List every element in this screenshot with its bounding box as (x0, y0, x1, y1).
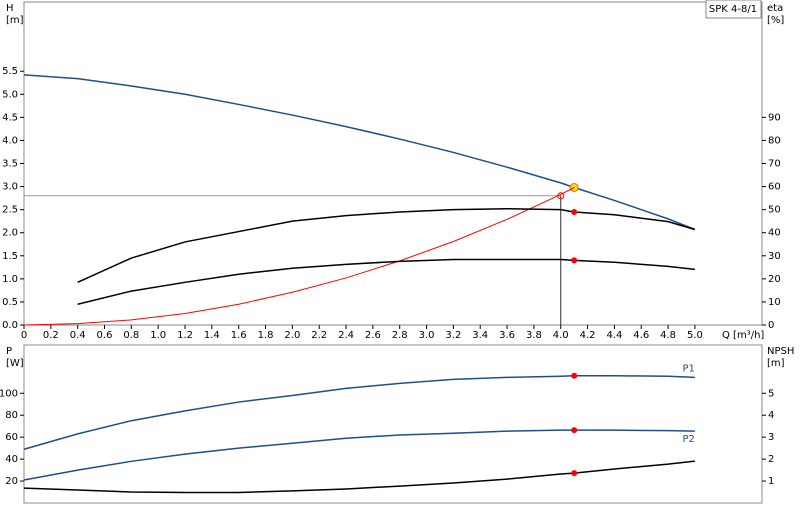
x-tick-label: 0.6 (97, 330, 113, 341)
y-tick-label: 1.0 (2, 274, 18, 285)
x-tick-label: 0.2 (43, 330, 59, 341)
y-tick-label: 2.5 (2, 205, 18, 216)
x-tick-label: 0.4 (70, 330, 86, 341)
x-tick-label: 3.0 (419, 330, 435, 341)
x-tick-label: 4.0 (553, 330, 569, 341)
x-tick-label: 1.8 (258, 330, 274, 341)
legend-box (705, 0, 762, 19)
operating-point-marker (571, 372, 578, 379)
y-tick-label: 5.5 (2, 66, 18, 77)
series-line (77, 207, 696, 284)
y-axis-label: P (6, 346, 12, 357)
x-tick-label: 2.6 (365, 330, 381, 341)
x-tick-label: 2.2 (311, 330, 327, 341)
y2-tick-label: 5 (768, 388, 774, 399)
y2-tick-label: 30 (768, 251, 781, 262)
y2-tick-label: 20 (768, 274, 781, 285)
x-tick-label: 4.4 (606, 330, 622, 341)
y-tick-label: 20 (5, 476, 18, 487)
y2-axis-unit: [%] (767, 15, 784, 26)
x-tick-label: 2.4 (338, 330, 354, 341)
y-axis-label: H (6, 3, 14, 14)
y-tick-label: 60 (5, 432, 18, 443)
y-tick-label: 1.5 (2, 251, 18, 262)
y2-tick-label: 70 (768, 159, 781, 170)
series-line (23, 74, 696, 231)
y-tick-label: 4.0 (2, 135, 18, 146)
y-tick-label: 80 (5, 410, 18, 421)
x-tick-label: 0 (21, 330, 27, 341)
plot-frame (23, 344, 763, 504)
x-tick-label: 4.2 (580, 330, 596, 341)
operating-point-marker (571, 470, 578, 477)
x-tick-label: 1.2 (177, 330, 193, 341)
y2-tick-label: 3 (768, 432, 774, 443)
x-tick-label: 3.4 (472, 330, 488, 341)
x-tick-label: 1.6 (231, 330, 247, 341)
y2-tick-label: 60 (768, 182, 781, 193)
y2-axis-label: NPSH (767, 346, 794, 357)
y-tick-label: 4.5 (2, 112, 18, 123)
series-line (23, 187, 575, 326)
x-tick-label: 4.8 (660, 330, 676, 341)
y2-tick-label: 0 (768, 320, 774, 331)
y-tick-label: 3.0 (2, 182, 18, 193)
y2-tick-label: 40 (768, 228, 781, 239)
y-axis-unit: [m] (6, 15, 24, 26)
y2-tick-label: 90 (768, 112, 781, 123)
series-line (23, 429, 695, 481)
y2-tick-label: 1 (768, 476, 774, 487)
y2-tick-label: 10 (768, 297, 781, 308)
y-tick-label: 0.0 (2, 320, 18, 331)
y2-axis-unit: [m] (767, 358, 785, 369)
y2-axis-label: eta (767, 3, 783, 14)
y-tick-label: 40 (5, 454, 18, 465)
y-tick-label: 0.5 (2, 297, 18, 308)
x-tick-label: 4.6 (633, 330, 649, 341)
legend-text: SPK 4-8/1 (709, 4, 757, 15)
operating-point-marker (571, 257, 578, 264)
x-axis-label: Q [m³/h] (722, 330, 764, 341)
x-tick-label: 3.8 (526, 330, 542, 341)
series-line (23, 460, 695, 494)
operating-point-marker (571, 427, 578, 434)
y2-tick-label: 80 (768, 135, 781, 146)
series-label: P1 (683, 363, 695, 374)
series-label: P2 (683, 434, 695, 445)
y-tick-label: 5.0 (2, 89, 18, 100)
y-tick-label: 3.5 (2, 159, 18, 170)
x-tick-label: 1.0 (150, 330, 166, 341)
y-tick-label: 100 (0, 388, 18, 399)
y2-tick-label: 50 (768, 205, 781, 216)
y2-tick-label: 4 (768, 410, 774, 421)
series-line (77, 258, 695, 305)
x-tick-label: 3.2 (445, 330, 461, 341)
x-tick-label: 2.8 (392, 330, 408, 341)
y-tick-label: 2.0 (2, 228, 18, 239)
operating-point-marker (571, 208, 578, 215)
series-line (23, 374, 695, 450)
x-tick-label: 2.0 (284, 330, 300, 341)
y-axis-unit: [W] (6, 358, 24, 369)
y2-tick-label: 2 (768, 454, 774, 465)
x-tick-label: 5.0 (687, 330, 703, 341)
x-tick-label: 3.6 (499, 330, 515, 341)
x-tick-label: 0.8 (123, 330, 139, 341)
x-tick-label: 1.4 (204, 330, 220, 341)
